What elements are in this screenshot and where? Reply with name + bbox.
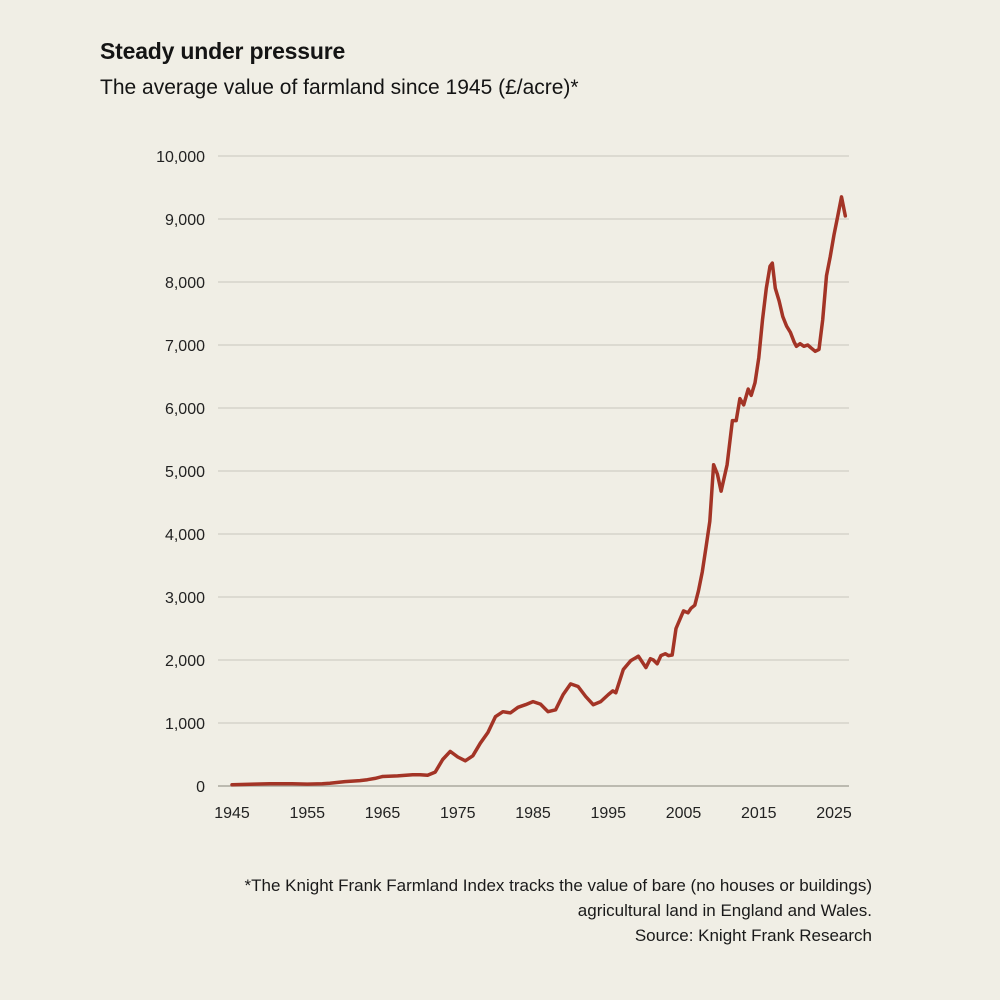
x-tick-label: 1985 [515, 805, 551, 822]
x-tick-label: 2025 [816, 805, 852, 822]
y-axis-tick-labels: 0 1,000 2,000 3,000 4,000 5,000 6,000 7,000 8,00… [156, 149, 205, 796]
x-tick-label: 2005 [666, 805, 702, 822]
footnote: *The Knight Frank Farmland Index tracks … [245, 873, 872, 948]
x-tick-label: 1965 [365, 805, 401, 822]
y-tick-label: 9,000 [165, 212, 205, 229]
x-tick-label: 1975 [440, 805, 476, 822]
x-axis-tick-labels: 1945 1955 1965 1975 1985 1995 2005 2015 2025 [214, 805, 852, 822]
chart-subtitle: The average value of farmland since 1945… [100, 76, 579, 99]
y-tick-label: 4,000 [165, 527, 205, 544]
gridlines [218, 155, 849, 787]
y-tick-label: 3,000 [165, 590, 205, 607]
source-line: Source: Knight Frank Research [634, 926, 872, 945]
chart-title: Steady under pressure [100, 38, 346, 64]
y-tick-label: 10,000 [156, 149, 205, 166]
x-tick-label: 2015 [741, 805, 777, 822]
x-tick-label: 1995 [590, 805, 626, 822]
y-tick-label: 7,000 [165, 338, 205, 355]
y-tick-label: 1,000 [165, 716, 205, 733]
y-tick-label: 6,000 [165, 401, 205, 418]
series-line-farmland-value [230, 195, 848, 787]
x-tick-label: 1955 [289, 805, 325, 822]
y-tick-label: 5,000 [165, 464, 205, 481]
series-lines [230, 195, 848, 787]
footnote-line: *The Knight Frank Farmland Index tracks … [244, 876, 872, 895]
y-tick-label: 2,000 [165, 653, 205, 670]
x-tick-label: 1945 [214, 805, 250, 822]
y-tick-label: 0 [196, 779, 205, 796]
y-tick-label: 8,000 [165, 275, 205, 292]
footnote-line: agricultural land in England and Wales. [577, 901, 872, 920]
